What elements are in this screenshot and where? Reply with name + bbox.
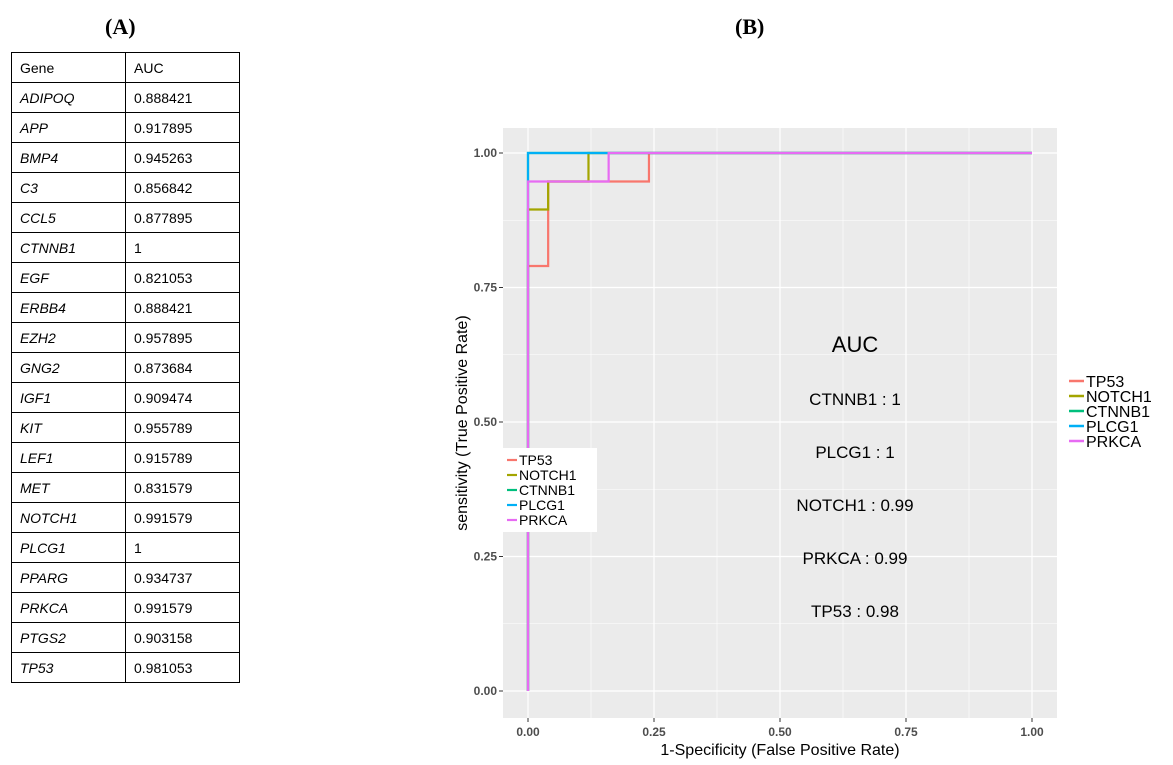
gene-cell: IGF1: [11, 382, 126, 413]
x-tick-label: 0.25: [642, 725, 666, 739]
auc-cell: 0.888421: [125, 292, 240, 323]
x-tick-label: 0.75: [894, 725, 918, 739]
annotation-line: PLCG1 : 1: [815, 443, 894, 462]
auc-cell: 0.981053: [125, 652, 240, 683]
table-header-row: Gene AUC: [11, 52, 240, 83]
header-gene: Gene: [11, 52, 126, 83]
table-row: PRKCA 0.991579: [11, 592, 240, 623]
auc-cell: 0.945263: [125, 142, 240, 173]
annotation-title: AUC: [832, 332, 879, 357]
gene-cell: TP53: [11, 652, 126, 683]
gene-cell: CTNNB1: [11, 232, 126, 263]
inner-legend-label: TP53: [519, 452, 553, 468]
y-tick-label: 1.00: [474, 146, 498, 160]
inner-legend-box: [503, 448, 597, 532]
grid-lines: [503, 85, 1057, 718]
table-row: PTGS2 0.903158: [11, 622, 240, 653]
y-axis-title: sensitivity (True Positive Rate): [454, 315, 471, 530]
auc-cell: 0.903158: [125, 622, 240, 653]
gene-cell: BMP4: [11, 142, 126, 173]
auc-cell: 0.888421: [125, 82, 240, 113]
auc-cell: 0.917895: [125, 112, 240, 143]
outer-legend-label: PLCG1: [1086, 419, 1139, 436]
y-tick-label: 0.75: [474, 281, 498, 295]
x-tick-label: 0.00: [516, 725, 540, 739]
inner-legend-label: PLCG1: [519, 497, 565, 513]
x-axis-title: 1-Specificity (False Positive Rate): [660, 742, 899, 759]
gene-cell: MET: [11, 472, 126, 503]
annotation-line: TP53 : 0.98: [811, 602, 899, 621]
table-row: ERBB4 0.888421: [11, 292, 240, 323]
table-row: BMP4 0.945263: [11, 142, 240, 173]
x-tick-label: 0.50: [768, 725, 792, 739]
y-tick-label: 0.25: [474, 550, 498, 564]
outer-legend-label: PRKCA: [1086, 434, 1141, 451]
auc-cell: 0.991579: [125, 592, 240, 623]
table-row: CTNNB1 1: [11, 232, 240, 263]
table-row: MET 0.831579: [11, 472, 240, 503]
inner-legend-label: PRKCA: [519, 512, 568, 528]
gene-cell: C3: [11, 172, 126, 203]
y-tick-label: 0.00: [474, 684, 498, 698]
y-tick-label: 0.50: [474, 415, 498, 429]
auc-cell: 0.877895: [125, 202, 240, 233]
table-row: EGF 0.821053: [11, 262, 240, 293]
auc-cell: 0.831579: [125, 472, 240, 503]
gene-cell: ADIPOQ: [11, 82, 126, 113]
outer-legend-label: TP53: [1086, 374, 1124, 391]
gene-cell: ERBB4: [11, 292, 126, 323]
auc-cell: 1: [125, 532, 240, 563]
table-row: KIT 0.955789: [11, 412, 240, 443]
table-row: PPARG 0.934737: [11, 562, 240, 593]
inner-legend-label: NOTCH1: [519, 467, 577, 483]
table-row: APP 0.917895: [11, 112, 240, 143]
annotation-line: PRKCA : 0.99: [803, 549, 908, 568]
auc-cell: 1: [125, 232, 240, 263]
auc-annotation: AUC CTNNB1 : 1 PLCG1 : 1 NOTCH1 : 0.99 PRKC…: [796, 332, 913, 621]
auc-cell: 0.955789: [125, 412, 240, 443]
annotation-line: CTNNB1 : 1: [809, 390, 901, 409]
gene-cell: PPARG: [11, 562, 126, 593]
outer-legend-label: NOTCH1: [1086, 389, 1152, 406]
panel-b-label: (B): [735, 14, 765, 39]
table-row: ADIPOQ 0.888421: [11, 82, 240, 113]
auc-cell: 0.915789: [125, 442, 240, 473]
table-row: NOTCH1 0.991579: [11, 502, 240, 533]
annotation-line: NOTCH1 : 0.99: [796, 496, 913, 515]
outer-legend-label: CTNNB1: [1086, 404, 1150, 421]
x-tick-label: 1.00: [1020, 725, 1044, 739]
gene-cell: EGF: [11, 262, 126, 293]
roc-curve-prkca: [526, 151, 1032, 691]
auc-table: Gene AUC ADIPOQ 0.888421 APP 0.917895 BMP4 0.…: [11, 52, 240, 683]
axis-ticks: 0.00 0.25 0.50 0.75 1.00 0.00 0.25 0.50 0.75 1.00: [474, 146, 1044, 739]
gene-cell: GNG2: [11, 352, 126, 383]
inner-legend-label: CTNNB1: [519, 482, 575, 498]
table-row: C3 0.856842: [11, 172, 240, 203]
auc-cell: 0.856842: [125, 172, 240, 203]
gene-cell: PRKCA: [11, 592, 126, 623]
panel-a-label: (A): [105, 14, 136, 39]
gene-cell: PTGS2: [11, 622, 126, 653]
gene-cell: CCL5: [11, 202, 126, 233]
table-row: CCL5 0.877895: [11, 202, 240, 233]
table-row: TP53 0.981053: [11, 652, 240, 683]
